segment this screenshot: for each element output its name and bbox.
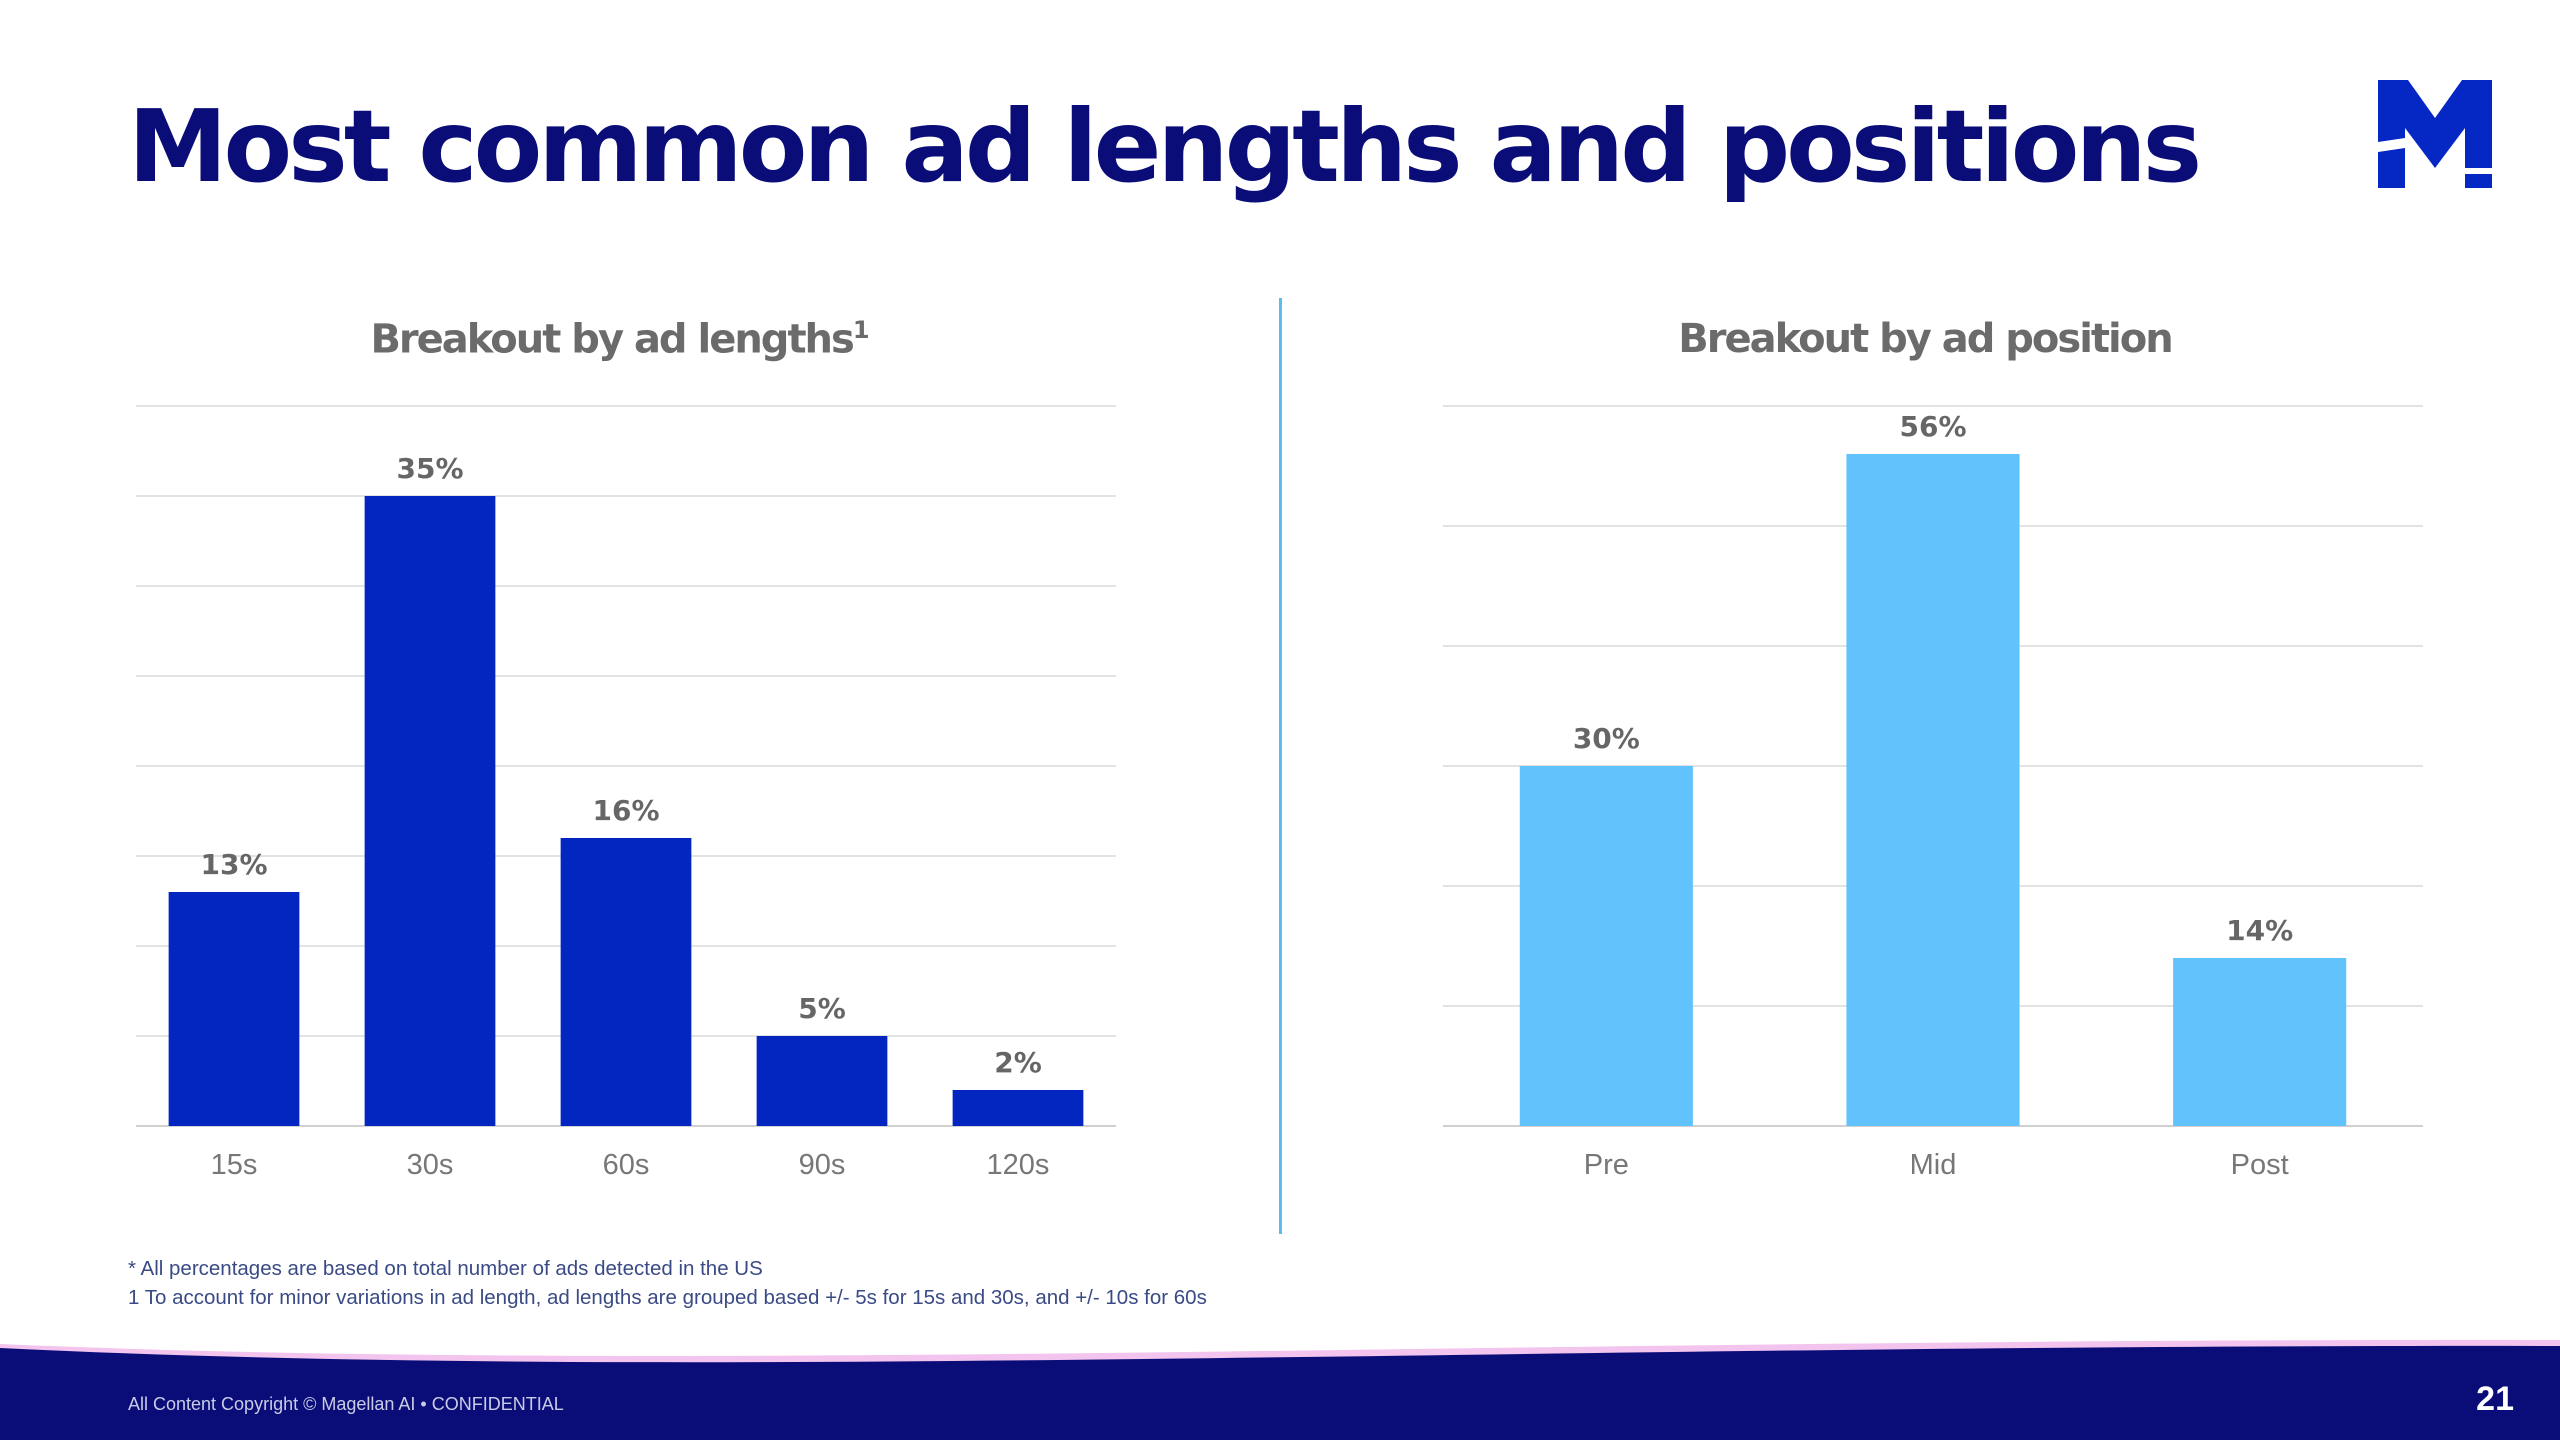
data-label-120s: 2% <box>994 1046 1042 1079</box>
x-tick-label-post: Post <box>2231 1149 2289 1181</box>
data-label-15s: 13% <box>200 848 267 881</box>
bar-15s <box>168 892 300 1126</box>
footer-band <box>0 1330 2560 1440</box>
ad-lengths-title-superscript: 1 <box>852 316 870 344</box>
ad-lengths-chart: Breakout by ad lengths1 13% 15s 35% 30s 16% 6… <box>110 300 1130 1200</box>
bar-mid <box>1846 454 2020 1126</box>
x-tick-label-120s: 120s <box>987 1149 1050 1181</box>
bar-pre <box>1519 766 1693 1126</box>
x-tick-label-60s: 60s <box>603 1149 650 1181</box>
bar-120s <box>952 1090 1084 1126</box>
bar-post <box>2173 958 2347 1126</box>
x-tick-label-pre: Pre <box>1584 1149 1629 1181</box>
x-tick-label-30s: 30s <box>407 1149 454 1181</box>
ad-lengths-chart-plot: 13% 15s 35% 30s 16% 60s 5% 90s 2% 120s <box>136 405 1116 1181</box>
footnotes: * All percentages are based on total num… <box>128 1254 1207 1312</box>
chart-divider <box>1279 298 1282 1234</box>
bar-30s <box>364 496 496 1126</box>
data-label-60s: 16% <box>592 794 659 827</box>
bar-90s <box>756 1036 888 1126</box>
footnote-one: 1 To account for minor variations in ad … <box>128 1286 1207 1309</box>
data-label-pre: 30% <box>1573 722 1640 755</box>
ad-lengths-chart-title: Breakout by ad lengths1 <box>370 316 870 363</box>
data-label-30s: 35% <box>396 452 463 485</box>
ad-position-chart: Breakout by ad position 30% Pre 56% Mid 14% P… <box>1415 300 2435 1200</box>
ad-position-chart-plot: 30% Pre 56% Mid 14% Post <box>1443 405 2423 1181</box>
data-label-mid: 56% <box>1899 410 1966 443</box>
footnote-asterisk: * All percentages are based on total num… <box>128 1257 763 1280</box>
bar-60s <box>560 838 692 1126</box>
data-label-post: 14% <box>2226 914 2293 947</box>
x-tick-label-90s: 90s <box>799 1149 846 1181</box>
x-tick-label-15s: 15s <box>211 1149 258 1181</box>
x-tick-label-mid: Mid <box>1910 1149 1957 1181</box>
page-number: 21 <box>2476 1380 2514 1418</box>
slide-title: Most common ad lengths and positions <box>128 88 2202 205</box>
magellan-logo-icon <box>2378 80 2492 188</box>
ad-position-chart-title: Breakout by ad position <box>1678 316 2173 362</box>
copyright-text: All Content Copyright © Magellan AI • CO… <box>128 1394 564 1414</box>
data-label-90s: 5% <box>798 992 846 1025</box>
